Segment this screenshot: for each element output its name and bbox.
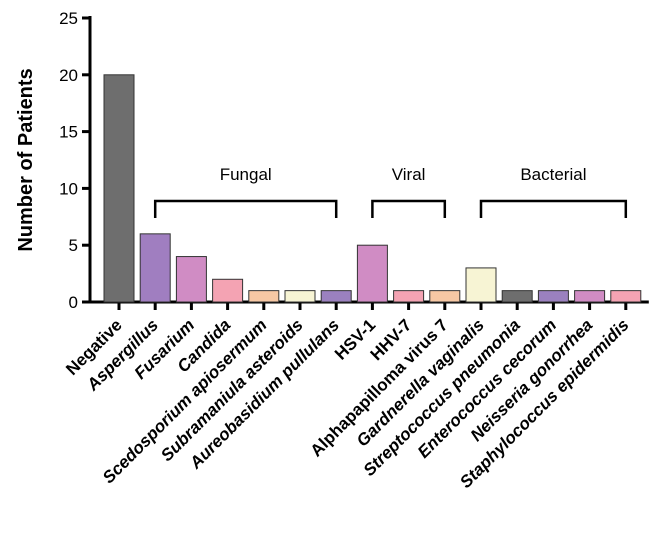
bar bbox=[356, 244, 388, 303]
group-label: Fungal bbox=[220, 165, 272, 184]
group-bracket bbox=[371, 199, 447, 218]
bar bbox=[248, 290, 280, 303]
group-bracket bbox=[153, 199, 338, 218]
bar bbox=[212, 278, 244, 303]
bar bbox=[320, 290, 352, 303]
bar bbox=[465, 267, 497, 303]
bar bbox=[574, 290, 606, 303]
group-label: Bacterial bbox=[520, 165, 586, 184]
y-axis-label: Number of Patients bbox=[15, 68, 37, 251]
bar bbox=[103, 74, 135, 303]
y-tick-label: 15 bbox=[59, 123, 78, 142]
bar bbox=[393, 290, 425, 303]
group-brackets: Fungal Viral Bacterial bbox=[153, 165, 628, 218]
bar bbox=[610, 290, 642, 303]
bar bbox=[537, 290, 569, 303]
y-tick-label: 0 bbox=[69, 293, 78, 312]
x-tick-labels: NegativeAspergillusFusariumCandidaScedos… bbox=[62, 315, 632, 491]
bar bbox=[139, 233, 171, 303]
y-tick-label: 20 bbox=[59, 66, 78, 85]
y-tick-label: 25 bbox=[59, 9, 78, 28]
bars bbox=[103, 74, 642, 303]
group-bracket bbox=[479, 199, 628, 218]
bar bbox=[429, 290, 461, 303]
y-tick-label: 5 bbox=[69, 236, 78, 255]
y-tick-label: 10 bbox=[59, 179, 78, 198]
bar bbox=[175, 256, 207, 303]
bar bbox=[284, 290, 316, 303]
group-label: Viral bbox=[392, 165, 426, 184]
bar bbox=[501, 290, 533, 303]
